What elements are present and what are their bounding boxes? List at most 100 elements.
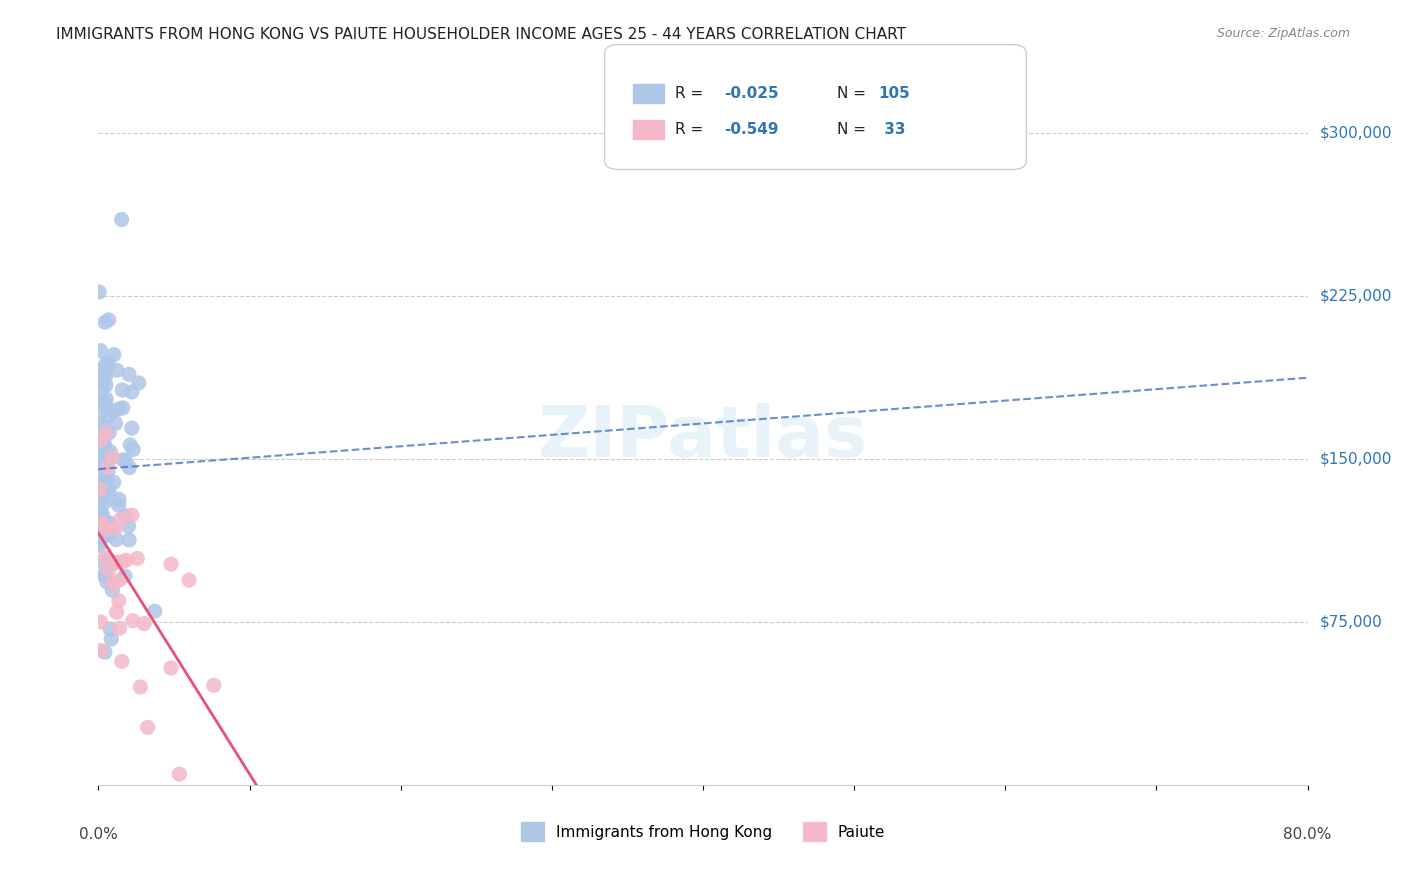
Point: [121, 614, 143, 628]
Text: $150,000: $150,000: [1320, 451, 1392, 467]
Point: [111, 655, 134, 669]
Point: [89, 496, 111, 510]
Point: [98, 517, 121, 532]
Point: [89, 427, 111, 442]
Point: [91, 509, 114, 524]
Point: [96, 475, 118, 489]
Point: [98, 425, 121, 440]
Text: $300,000: $300,000: [1320, 125, 1392, 140]
Point: [111, 555, 134, 569]
Point: [97, 519, 120, 533]
Point: [98, 444, 121, 458]
Point: [89, 394, 111, 409]
Point: [93, 458, 115, 472]
Point: [120, 438, 142, 452]
Point: [101, 577, 124, 591]
Point: [129, 680, 152, 694]
Point: [111, 212, 134, 227]
Point: [108, 492, 131, 507]
Text: -0.025: -0.025: [724, 87, 779, 101]
Point: [93, 437, 115, 451]
Point: [98, 451, 121, 466]
Point: [160, 557, 183, 571]
Point: [103, 404, 125, 418]
Point: [91, 516, 114, 531]
Point: [89, 433, 111, 447]
Point: [118, 533, 141, 547]
Point: [94, 495, 117, 509]
Point: [97, 562, 120, 576]
Point: [122, 442, 145, 457]
Point: [89, 493, 111, 508]
Point: [89, 285, 111, 299]
Point: [89, 434, 111, 449]
Point: [90, 555, 112, 569]
Point: [89, 491, 111, 506]
Point: [105, 363, 128, 377]
Point: [111, 401, 134, 415]
Point: [118, 368, 141, 382]
Point: [114, 454, 136, 468]
Point: [101, 583, 124, 598]
Point: [100, 632, 122, 646]
Point: [90, 643, 112, 657]
Point: [93, 519, 115, 533]
Point: [121, 421, 143, 435]
Text: $75,000: $75,000: [1320, 615, 1382, 630]
Point: [89, 343, 111, 358]
Point: [160, 661, 183, 675]
Point: [136, 720, 159, 734]
Point: [104, 417, 127, 431]
Point: [169, 767, 191, 781]
Point: [94, 567, 117, 582]
Point: [143, 604, 166, 618]
Point: [89, 447, 111, 461]
Point: [90, 436, 112, 450]
Point: [93, 448, 115, 462]
Point: [117, 519, 139, 533]
Text: N =: N =: [837, 122, 870, 136]
Point: [94, 425, 117, 440]
Point: [93, 491, 115, 506]
Text: -0.549: -0.549: [724, 122, 779, 136]
Point: [97, 464, 120, 478]
Point: [98, 554, 121, 568]
Point: [114, 508, 136, 523]
Point: [134, 616, 156, 631]
Point: [107, 498, 129, 512]
Point: [128, 376, 150, 390]
Point: [89, 469, 111, 483]
Point: [96, 575, 118, 590]
Point: [94, 357, 117, 371]
Point: [115, 553, 138, 567]
Point: [91, 475, 114, 489]
Text: 105: 105: [879, 87, 911, 101]
Point: [93, 439, 115, 453]
Point: [94, 378, 117, 392]
Point: [91, 418, 114, 433]
Text: ZIPatlas: ZIPatlas: [538, 402, 868, 472]
Point: [89, 530, 111, 544]
Point: [97, 409, 120, 423]
Point: [105, 533, 128, 547]
Point: [89, 480, 111, 494]
Text: 33: 33: [879, 122, 905, 136]
Point: [101, 556, 124, 570]
Point: [89, 518, 111, 533]
Point: [94, 397, 117, 411]
Point: [94, 550, 117, 565]
Point: [94, 645, 117, 659]
Point: [89, 363, 111, 377]
Point: [89, 416, 111, 430]
Point: [108, 401, 131, 416]
Point: [96, 479, 118, 493]
Text: R =: R =: [675, 122, 709, 136]
Point: [202, 678, 225, 692]
Point: [90, 615, 112, 629]
Point: [108, 621, 131, 635]
Point: [108, 594, 131, 608]
Point: [96, 392, 118, 406]
Text: IMMIGRANTS FROM HONG KONG VS PAIUTE HOUSEHOLDER INCOME AGES 25 - 44 YEARS CORREL: IMMIGRANTS FROM HONG KONG VS PAIUTE HOUS…: [56, 27, 907, 42]
Point: [121, 508, 143, 522]
Point: [97, 516, 120, 530]
